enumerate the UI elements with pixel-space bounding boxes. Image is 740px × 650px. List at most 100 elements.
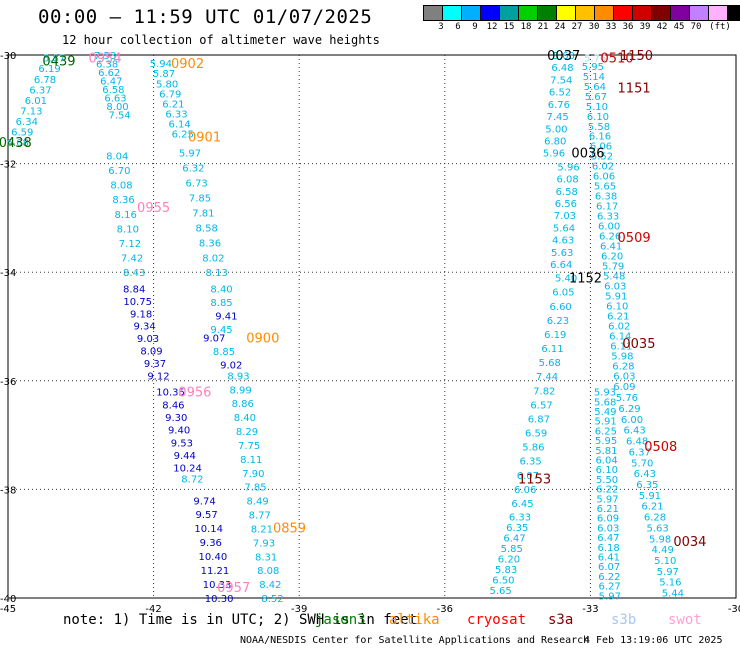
wave-height-value: 5.44 xyxy=(662,589,684,600)
wave-height-value: 6.73 xyxy=(186,179,208,190)
wave-height-value: 5.63 xyxy=(553,51,575,62)
wave-height-value: 7.54 xyxy=(108,111,130,122)
wave-height-value: 6.37 xyxy=(29,85,51,96)
wave-height-value: 8.13 xyxy=(206,268,228,279)
pass-time-label: 1150 xyxy=(620,49,653,64)
wave-height-value: 6.43 xyxy=(634,469,656,480)
wave-height-value: 6.10 xyxy=(606,301,628,312)
wave-height-value: 6.41 xyxy=(600,242,622,253)
wave-height-value: 8.10 xyxy=(117,224,139,235)
scale-label: 3 xyxy=(438,22,444,32)
wave-height-value: 6.35 xyxy=(506,523,528,534)
footer-timestamp: 4 Feb 13:19:06 UTC 2025 xyxy=(584,635,723,646)
scale-label: 9 xyxy=(472,22,478,32)
wave-height-value: 6.21 xyxy=(597,504,619,515)
wave-height-value: 8.49 xyxy=(247,497,269,508)
wave-height-value: 6.10 xyxy=(596,465,618,476)
wave-height-value: 9.45 xyxy=(210,325,232,336)
wave-height-value: 6.08 xyxy=(557,175,579,186)
wave-height-tracks: 5.876.196.786.376.017.136.346.596.687.53… xyxy=(7,51,684,605)
wave-height-value: 6.29 xyxy=(618,404,640,415)
wave-height-value: 7.44 xyxy=(536,372,558,383)
wave-height-value: 6.23 xyxy=(547,316,569,327)
wave-height-value: 5.96 xyxy=(543,149,565,160)
wave-height-value: 5.97 xyxy=(596,494,618,505)
wave-height-value: 5.63 xyxy=(551,248,573,259)
wave-height-value: 6.78 xyxy=(34,75,56,86)
footer-credit: NOAA/NESDIS Center for Satellite Applica… xyxy=(240,635,590,646)
scale-label: 30 xyxy=(588,22,600,32)
wave-height-value: 8.31 xyxy=(255,552,277,563)
wave-height-value: 9.03 xyxy=(137,334,159,345)
wave-height-value: 5.97 xyxy=(657,567,679,578)
wave-height-value: 10.24 xyxy=(173,464,202,475)
wave-height-value: 10.75 xyxy=(123,297,152,308)
wave-height-value: 5.87 xyxy=(153,69,175,80)
wave-height-value: 6.07 xyxy=(598,562,620,573)
wave-height-value: 7.53 xyxy=(94,51,116,62)
wave-height-value: 8.86 xyxy=(232,399,254,410)
wave-height-value: 5.80 xyxy=(156,79,178,90)
pass-time-label: 0955 xyxy=(137,201,170,216)
wave-height-value: 8.16 xyxy=(115,210,137,221)
scale-label: 45 xyxy=(673,22,685,32)
wave-height-value: 8.99 xyxy=(230,385,252,396)
lat-tick-label: -38 xyxy=(0,485,16,496)
pass-time-label: 0508 xyxy=(644,440,677,455)
wave-height-value: 6.01 xyxy=(25,96,47,107)
pass-time-labels: 0954 0439 0902 0901 0438 0955 0900 0956 0859 0957… xyxy=(0,49,706,596)
wave-height-value: 9.18 xyxy=(130,309,152,320)
wave-height-value: 5.95 xyxy=(595,436,617,447)
wave-height-value: 5.76 xyxy=(584,54,606,65)
wave-height-value: 6.02 xyxy=(592,162,614,173)
wave-height-value: 8.58 xyxy=(196,223,218,234)
wave-height-value: 6.32 xyxy=(182,164,204,175)
wave-height-value: 9.12 xyxy=(147,371,169,382)
wave-height-value: 6.79 xyxy=(159,89,181,100)
satellite-legend-cryosat: cryosat xyxy=(467,612,527,628)
wave-height-value: 5.67 xyxy=(585,92,607,103)
wave-height-value: 6.03 xyxy=(613,371,635,382)
wave-height-value: 6.33 xyxy=(165,110,187,121)
wave-height-value: 5.10 xyxy=(654,556,676,567)
wave-height-value: 6.80 xyxy=(544,137,566,148)
wave-height-value: 5.58 xyxy=(588,122,610,133)
wave-height-value: 7.85 xyxy=(189,194,211,205)
wave-height-value: 8.36 xyxy=(199,238,221,249)
scale-label: 42 xyxy=(656,22,668,32)
satellite-legend-swot: swot xyxy=(668,612,702,628)
wave-height-value: 5.40 xyxy=(555,274,577,285)
wave-height-value: 6.48 xyxy=(626,437,648,448)
wave-height-value: 6.63 xyxy=(104,94,126,105)
wave-height-value: 8.40 xyxy=(210,284,232,295)
note-text: note: 1) Time is in UTC; 2) SWH is in fe… xyxy=(63,612,418,628)
wave-height-value: 5.97 xyxy=(599,591,621,602)
wave-height-value: 6.47 xyxy=(503,533,525,544)
wave-height-value: 6.28 xyxy=(644,513,666,524)
lon-tick-label: -36 xyxy=(437,604,453,615)
wave-height-value: 8.85 xyxy=(213,347,235,358)
wave-height-value: 7.45 xyxy=(547,112,569,123)
wave-height-value: 5.65 xyxy=(489,586,511,597)
wave-height-value: 5.83 xyxy=(495,565,517,576)
wave-height-value: 5.87 xyxy=(43,54,65,65)
pass-time-label: 1152 xyxy=(569,272,602,287)
wave-height-value: 6.09 xyxy=(613,382,635,393)
wave-height-value: 6.02 xyxy=(608,321,630,332)
wave-height-value: 6.48 xyxy=(551,63,573,74)
wave-height-value: 7.93 xyxy=(253,538,275,549)
lat-tick-label: -32 xyxy=(0,160,16,171)
wave-height-value: 5.64 xyxy=(553,223,575,234)
wave-height-value: 6.04 xyxy=(595,456,617,467)
wave-height-value: 6.28 xyxy=(612,361,634,372)
wave-height-value: 6.57 xyxy=(530,400,552,411)
scale-label: 21 xyxy=(537,22,549,32)
satellite-legend-jason3: jason3 xyxy=(315,612,366,628)
pass-time-label: 0034 xyxy=(673,535,706,550)
wave-height-value: 6.43 xyxy=(623,426,645,437)
wave-height-value: 7.82 xyxy=(533,386,555,397)
wave-height-value: 6.56 xyxy=(555,199,577,210)
wave-height-value: 6.11 xyxy=(610,341,632,352)
wave-height-value: 9.07 xyxy=(203,333,225,344)
wave-height-value: 6.60 xyxy=(550,302,572,313)
